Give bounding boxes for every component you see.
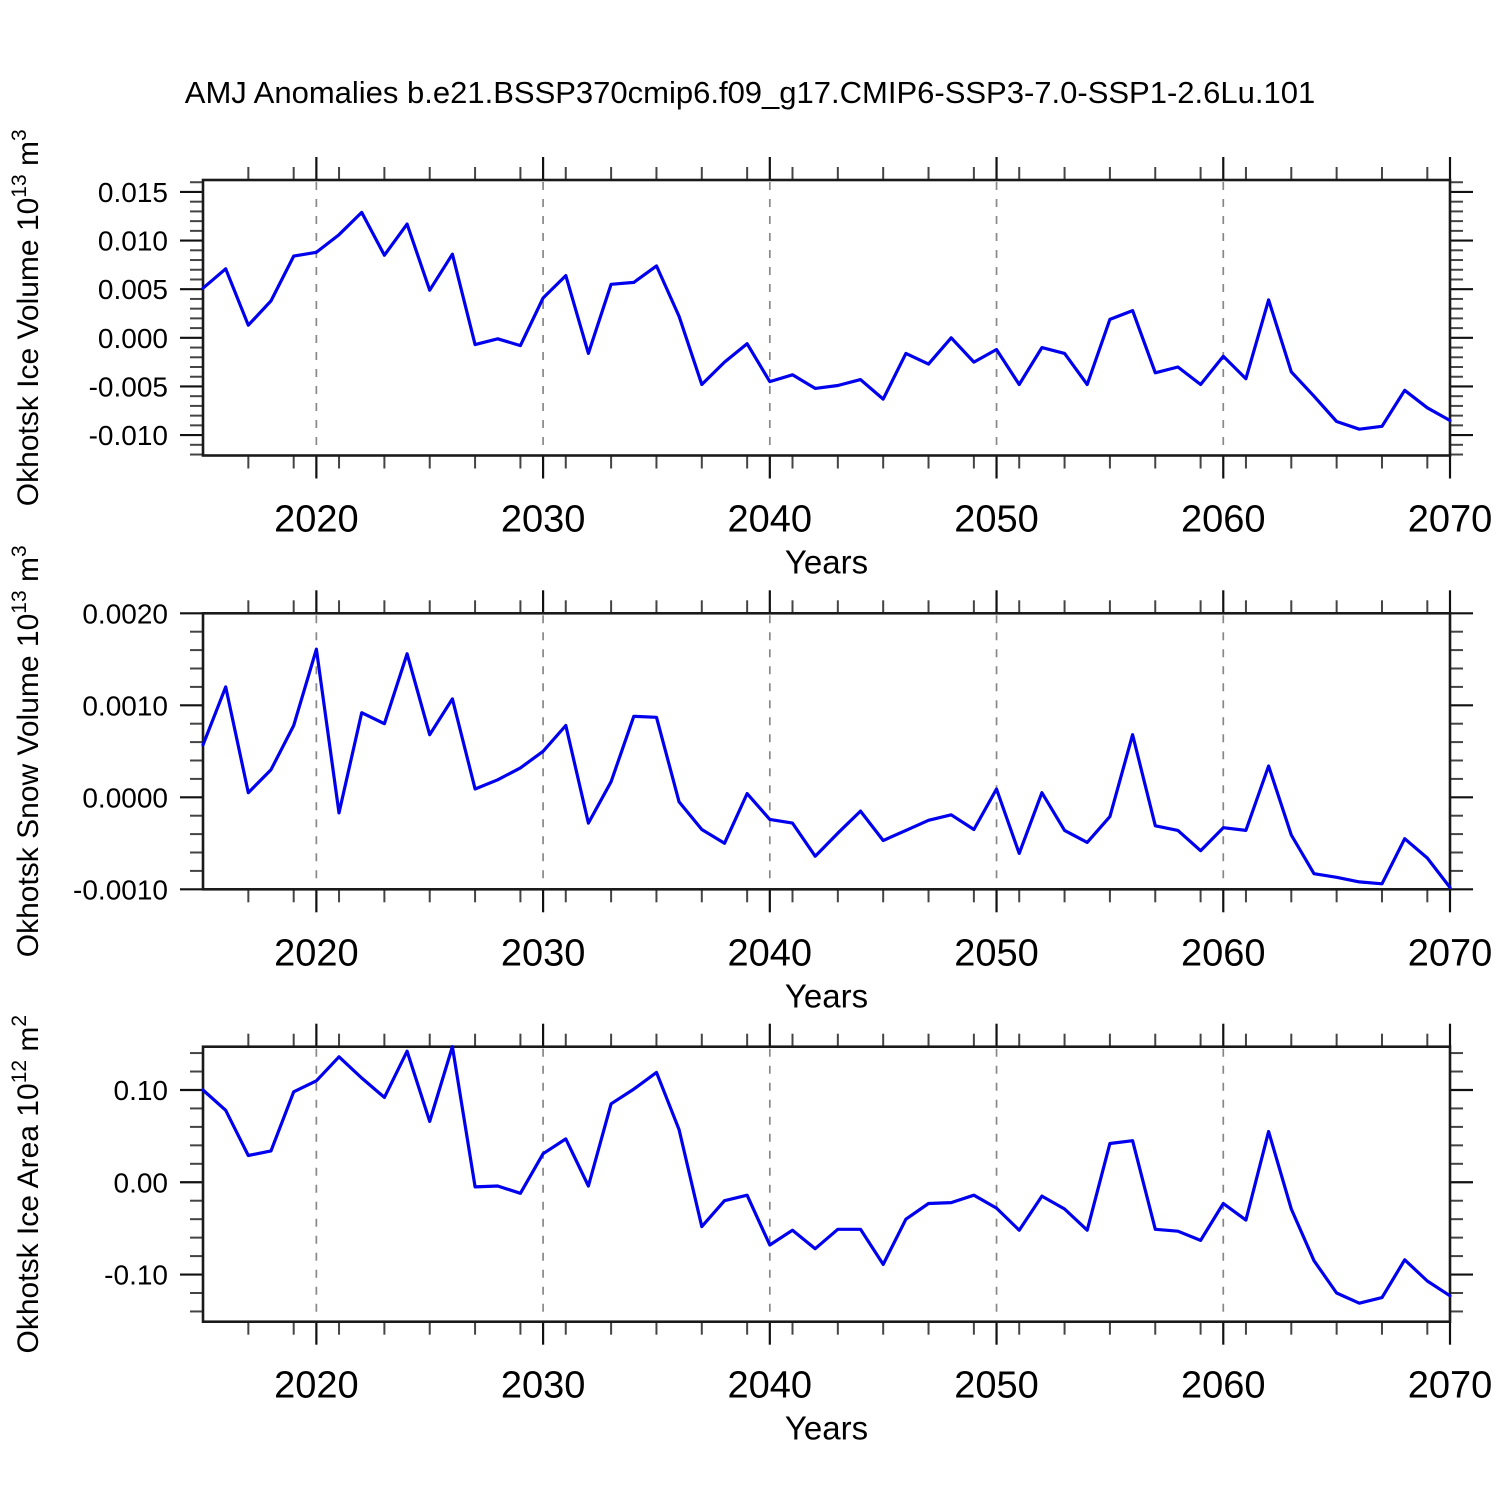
x-tick-label: 2060 xyxy=(1181,1365,1266,1407)
x-tick-label: 2040 xyxy=(728,1365,813,1407)
minor-ticks xyxy=(190,167,1463,469)
y-tick-label: 0.005 xyxy=(98,274,168,305)
y-tick-label: 0.000 xyxy=(98,323,168,354)
plot-border xyxy=(201,1045,1452,1323)
panels-group: 2020 2030 2040 2050 2060 2070 0.015 0.010 0.005 0… xyxy=(8,129,1492,1446)
x-tick-label: 2050 xyxy=(954,932,1039,974)
x-axis-title: Years xyxy=(785,544,868,581)
major-ticks xyxy=(180,590,1473,913)
x-tick-label: 2030 xyxy=(501,1365,586,1407)
plot-border xyxy=(201,611,1452,891)
x-axis-title: Years xyxy=(785,977,868,1014)
y-tick-label: 0.010 xyxy=(98,226,168,257)
minor-ticks xyxy=(190,1033,1463,1335)
y-tick-label: 0.00 xyxy=(114,1167,169,1198)
x-tick-label: 2070 xyxy=(1408,932,1493,974)
ice-volume-line xyxy=(201,210,1452,431)
y-tick-label: 0.0000 xyxy=(82,782,168,813)
x-tick-label: 2070 xyxy=(1408,1365,1493,1407)
major-ticks xyxy=(180,1023,1473,1345)
y-tick-label: -0.005 xyxy=(89,371,168,402)
x-tick-label: 2040 xyxy=(728,499,813,541)
minor-ticks xyxy=(190,600,1463,903)
chart-title: AMJ Anomalies b.e21.BSSP370cmip6.f09_g17… xyxy=(185,75,1315,110)
gridlines xyxy=(315,615,1225,888)
plot-border xyxy=(201,178,1452,457)
x-tick-label: 2030 xyxy=(501,932,586,974)
ice-area-line xyxy=(201,1044,1452,1305)
gridlines xyxy=(315,1048,1225,1320)
x-tick-label: 2020 xyxy=(274,499,359,541)
panel-snow-volume: 2020 2030 2040 2050 2060 2070 0.0020 0.0010 0.00… xyxy=(8,545,1492,1014)
gridlines xyxy=(315,182,1225,454)
x-tick-label: 2020 xyxy=(274,1365,359,1407)
y-tick-label: 0.015 xyxy=(98,177,168,208)
x-tick-label: 2050 xyxy=(954,1365,1039,1407)
major-ticks xyxy=(180,157,1473,479)
x-tick-label: 2050 xyxy=(954,499,1039,541)
y-tick-label: -0.10 xyxy=(104,1260,168,1291)
y-axis-title: Okhotsk Ice Area 1012​ m2​ xyxy=(8,1015,45,1354)
x-tick-label: 2060 xyxy=(1181,499,1266,541)
y-tick-label: 0.0020 xyxy=(82,598,168,629)
x-axis-title: Years xyxy=(785,1410,868,1447)
y-tick-label: 0.10 xyxy=(114,1075,169,1106)
x-tick-label: 2030 xyxy=(501,499,586,541)
y-tick-label: -0.010 xyxy=(89,420,168,451)
x-tick-label: 2060 xyxy=(1181,932,1266,974)
x-tick-label: 2020 xyxy=(274,932,359,974)
x-tick-label: 2040 xyxy=(728,932,813,974)
x-tick-label: 2070 xyxy=(1408,499,1493,541)
snow-volume-line xyxy=(201,647,1452,890)
y-tick-label: -0.0010 xyxy=(73,874,168,905)
y-axis-title: Okhotsk Ice Volume 1013​ m3​ xyxy=(8,129,45,506)
y-tick-label: 0.0010 xyxy=(82,690,168,721)
panel-ice-volume: 2020 2030 2040 2050 2060 2070 0.015 0.010 0.005 0… xyxy=(8,129,1492,580)
y-axis-title: Okhotsk Snow Volume 1013​ m3​ xyxy=(8,545,45,957)
panel-ice-area: 2020 2030 2040 2050 2060 2070 0.10 0.00 -0.10 Yea… xyxy=(8,1015,1492,1447)
